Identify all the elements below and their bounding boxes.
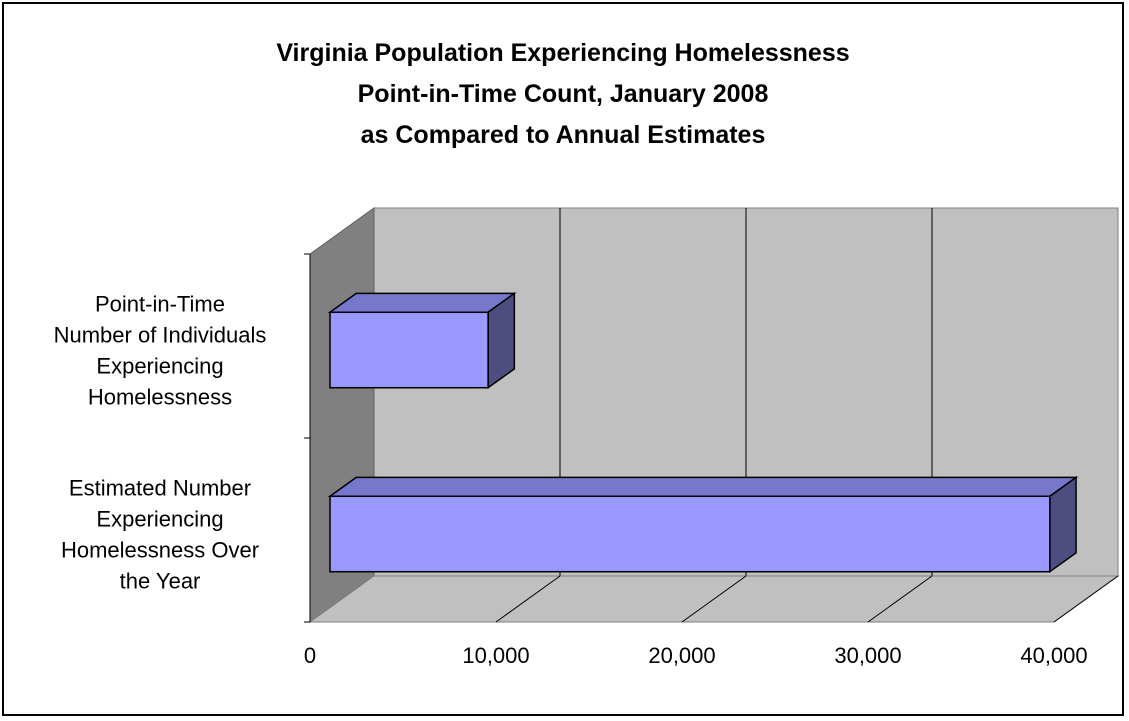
category-label-1-line-2: Homelessness Over xyxy=(61,538,259,563)
x-tick-label-0: 0 xyxy=(304,643,316,668)
category-label-0-line-2: Experiencing xyxy=(96,354,223,379)
chart-title-line-3: as Compared to Annual Estimates xyxy=(361,121,766,149)
category-label-1-line-3: the Year xyxy=(120,569,201,594)
x-tick-label-4: 40,000 xyxy=(1020,643,1087,668)
category-label-0-line-3: Homelessness xyxy=(88,385,232,410)
category-label-1-line-1: Experiencing xyxy=(96,507,223,532)
floor-gridline-4 xyxy=(1053,575,1119,623)
x-tick-label-3: 30,000 xyxy=(834,643,901,668)
x-tick-label-2: 20,000 xyxy=(648,643,715,668)
category-label-0-line-0: Point-in-Time xyxy=(95,292,225,317)
floor-gridline-3 xyxy=(867,575,933,623)
floor-gridline-2 xyxy=(681,575,747,623)
category-label-0-line-1: Number of Individuals xyxy=(54,323,267,348)
chart-title-line-1: Virginia Population Experiencing Homeles… xyxy=(276,39,849,67)
category-label-1-line-0: Estimated Number xyxy=(69,476,251,501)
x-tick-label-1: 10,000 xyxy=(462,643,529,668)
bar-chart: Virginia Population Experiencing Homeles… xyxy=(54,39,1120,668)
chart-title-line-2: Point-in-Time Count, January 2008 xyxy=(358,80,769,108)
bar-1 xyxy=(329,495,1051,573)
bar-top-0 xyxy=(327,292,517,314)
floor-gridline-1 xyxy=(495,575,561,623)
bar-0 xyxy=(329,311,489,389)
bar-top-1 xyxy=(327,476,1079,498)
